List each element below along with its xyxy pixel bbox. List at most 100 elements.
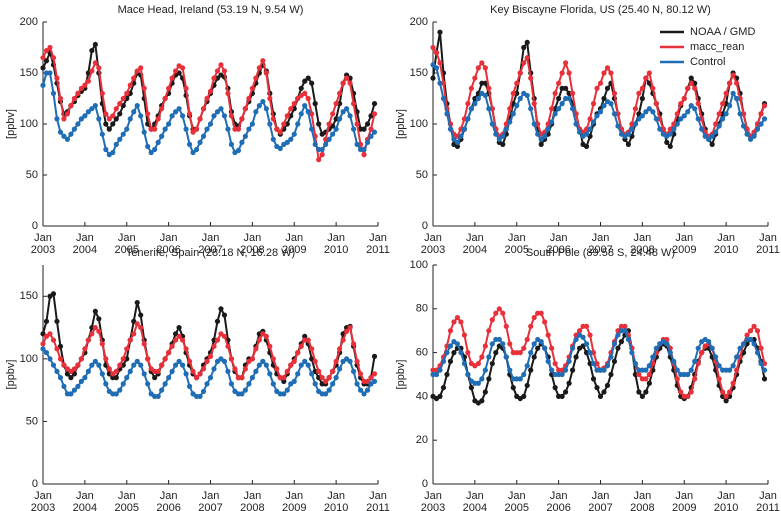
data-point [207,121,214,127]
x-tick-label: Jan 2005 [504,232,529,256]
data-point [267,371,273,377]
data-point [361,391,367,397]
data-point [754,350,761,356]
data-point [148,149,154,156]
data-point [361,152,367,158]
data-point [444,111,450,117]
data-point [458,350,464,356]
data-point [685,371,691,378]
data-point [489,317,495,323]
data-point [639,393,645,399]
data-point [597,393,604,399]
data-point [559,393,565,399]
data-point [134,103,140,109]
data-point [510,90,516,96]
data-point [465,371,471,378]
data-point [85,368,91,374]
data-point [138,312,144,318]
data-point [337,346,343,352]
data-point [361,126,367,132]
data-point [371,101,378,107]
data-point [514,80,520,86]
data-point [124,126,130,132]
data-point [354,381,360,387]
data-point [166,85,172,91]
data-point [723,111,729,117]
data-point [500,310,506,316]
data-point [674,111,680,117]
data-point [120,381,126,387]
y-axis-label: [ppbv] [395,109,407,139]
data-point [685,393,691,399]
data-point [590,101,597,107]
data-point [643,75,649,81]
y-tick-label: 50 [416,169,428,181]
data-point [110,113,116,119]
y-tick-label: 0 [32,220,38,232]
data-point [747,336,754,343]
data-point [465,116,471,122]
data-point [496,336,502,343]
data-point [347,113,353,119]
x-tick-label: Jan 2004 [72,490,98,511]
data-point [117,101,123,107]
data-point [197,371,203,377]
x-tick-label: Jan 2008 [630,490,655,511]
data-point [713,129,719,135]
data-point [159,106,165,112]
x-tick-label: Jan 2009 [282,232,307,256]
data-point [524,336,530,343]
data-point [531,354,537,360]
data-point [326,136,332,142]
data-point [493,350,499,356]
data-point [305,362,311,368]
data-point [68,391,74,397]
data-point [451,136,457,142]
data-point [302,90,308,96]
data-point [141,85,147,91]
data-point [330,111,336,117]
data-point [337,366,343,372]
data-point [54,346,60,352]
data-point [542,133,548,139]
data-point [524,39,530,46]
data-point [249,375,255,381]
data-point [350,126,357,132]
data-point [737,111,743,117]
x-tick-label: Jan 2011 [366,490,390,511]
data-point [138,362,144,368]
data-point [225,126,231,132]
data-point [277,145,283,152]
data-point [646,371,652,378]
data-point [277,129,283,135]
data-point [127,337,133,343]
data-point [204,126,210,132]
data-point [751,133,757,139]
data-point [145,381,151,387]
data-point [141,341,147,347]
data-point [454,139,461,145]
data-point [727,367,733,373]
data-point [225,343,231,349]
data-point [364,387,371,393]
data-point [629,126,635,132]
data-point [549,119,555,125]
data-point [312,381,318,387]
data-point [145,111,151,117]
data-point [716,363,722,369]
data-point [340,109,346,115]
data-point [179,337,186,343]
data-point [96,316,102,322]
data-point [141,371,147,377]
data-point [186,358,193,364]
data-point [758,121,764,127]
data-point [256,103,262,109]
data-point [186,111,193,117]
data-point [569,367,576,373]
data-point [89,68,95,74]
data-point [615,123,621,129]
data-point [521,393,527,399]
data-point [312,141,318,147]
data-point [131,362,137,368]
data-point [57,95,64,102]
